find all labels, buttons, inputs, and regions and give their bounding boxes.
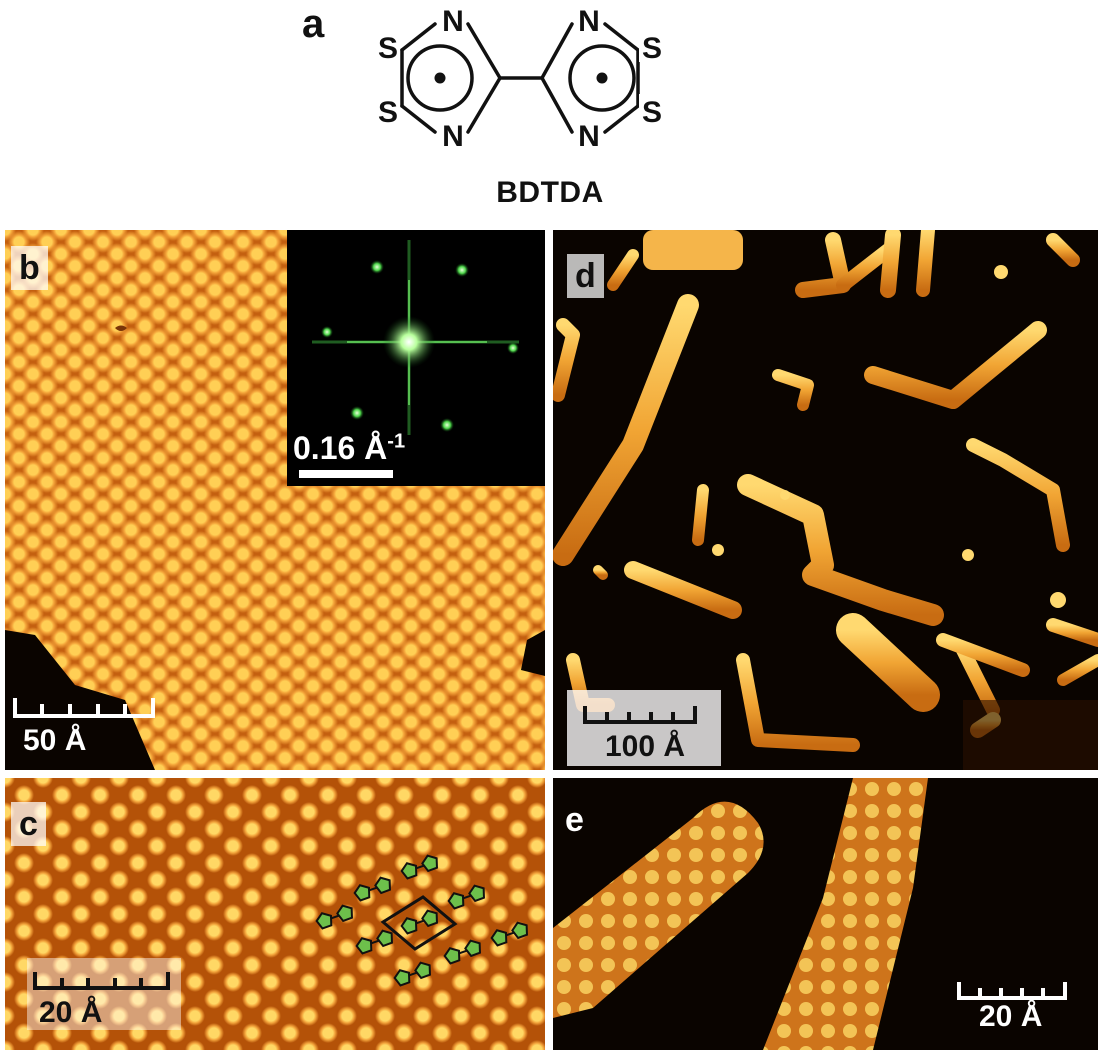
bdtda-structure: N N S S N N S S: [374, 3, 665, 153]
scale-bar-b: [13, 698, 155, 718]
molecule-model: [391, 959, 434, 988]
atom-s: S: [378, 96, 398, 129]
atom-s: S: [378, 32, 398, 65]
scale-label-d: 100 Å: [605, 730, 686, 763]
fft-scale-label: 0.16 Å-1: [293, 430, 405, 467]
radical-dot-right: [596, 72, 608, 84]
molecule-model: [398, 852, 441, 881]
molecular-model-overlay: [313, 852, 531, 988]
stm-image-d: d 100 Å: [553, 230, 1098, 770]
scale-bar-e: [957, 982, 1067, 1000]
scale-bar-c-bg: [27, 958, 181, 1030]
panel-d-label: d: [567, 254, 604, 298]
atom-n: N: [578, 120, 600, 153]
radical-dot-left: [434, 72, 446, 84]
molecule-model: [313, 902, 356, 931]
scale-label-c: 20 Å: [39, 996, 103, 1029]
fft-scale-exponent: -1: [387, 430, 406, 453]
scale-label-b: 50 Å: [23, 724, 87, 757]
molecule-model: [398, 907, 441, 936]
fft-scale-value: 0.16 Å: [293, 430, 388, 466]
stm-image-c: c 20 Å: [5, 778, 545, 1050]
molecule-model: [351, 874, 394, 903]
chain-closeup: [553, 778, 928, 1050]
panel-a-label: a: [302, 2, 325, 46]
scale-bar-d: [583, 706, 697, 724]
atom-s: S: [642, 96, 662, 129]
atom-n: N: [578, 5, 600, 38]
molecular-chains: [553, 230, 1098, 770]
unit-cell: [380, 895, 458, 951]
atom-s: S: [642, 32, 662, 65]
scale-bar-d-bg: [567, 690, 721, 766]
panel-e-label: e: [565, 801, 584, 839]
fft-inset: 0.16 Å-1: [287, 230, 545, 486]
molecule-model: [488, 919, 531, 948]
panel-c-label: c: [11, 802, 46, 846]
molecule-model: [353, 927, 396, 956]
molecule-model: [445, 882, 488, 911]
atom-n: N: [442, 120, 464, 153]
molecule-name: BDTDA: [496, 176, 604, 209]
panel-b-label: b: [11, 246, 48, 290]
atom-n: N: [442, 5, 464, 38]
molecule-model: [441, 937, 484, 966]
fft-pattern: [299, 240, 519, 478]
substrate-region: [5, 325, 545, 770]
scale-label-e: 20 Å: [979, 1000, 1043, 1033]
scale-bar-c: [33, 972, 170, 990]
stm-image-e: e 20 Å: [553, 778, 1098, 1050]
